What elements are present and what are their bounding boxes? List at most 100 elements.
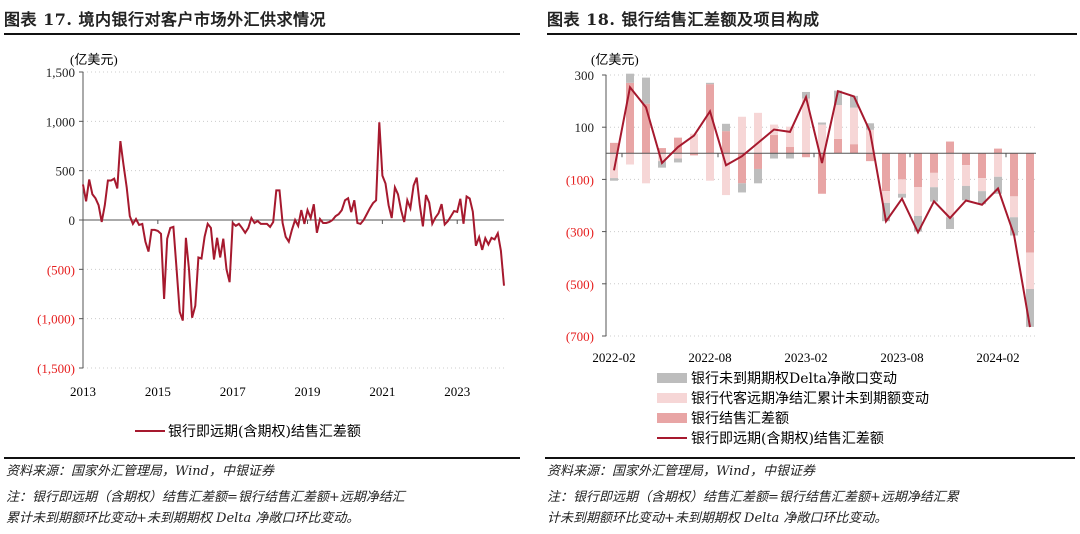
- legend-swatch: [657, 373, 687, 383]
- bar-spot: [642, 103, 650, 154]
- bar-spot: [690, 153, 698, 156]
- bar-opt: [978, 191, 986, 205]
- legend-label: 银行即远期(含期权)结售汇差额: [691, 431, 884, 447]
- bar-opt: [626, 73, 634, 83]
- bar-opt: [754, 168, 762, 184]
- bar-spot: [882, 153, 890, 192]
- bar-fwd: [898, 179, 906, 194]
- unit-label: (亿美元): [70, 52, 118, 67]
- legend-label: 银行即远期(含期权)结售汇差额: [168, 424, 361, 440]
- bar-spot: [962, 153, 970, 166]
- x-tick-label: 2017: [220, 384, 247, 399]
- bar-fwd: [866, 129, 874, 154]
- bar-opt: [722, 123, 730, 132]
- bar-spot: [994, 148, 1002, 154]
- bar-opt: [898, 193, 906, 198]
- bar-fwd: [914, 187, 922, 216]
- bar-fwd: [786, 126, 794, 147]
- bar-fwd: [658, 153, 666, 162]
- bar-spot: [914, 153, 922, 188]
- left-chart-title: 图表 17. 境内银行对客户市场外汇供求情况: [4, 10, 326, 29]
- left-title-rule: [4, 33, 520, 35]
- y-tick-label: 500: [56, 164, 76, 179]
- bar-fwd: [626, 153, 634, 165]
- legend-swatch: [657, 393, 687, 403]
- y-tick-label: 1,500: [46, 65, 75, 80]
- y-tick-label: (100): [566, 172, 594, 187]
- bar-fwd: [930, 172, 938, 188]
- bar-opt: [914, 215, 922, 232]
- bar-opt: [930, 187, 938, 202]
- bar-opt: [818, 122, 826, 125]
- bar-spot: [834, 138, 842, 154]
- y-tick-label: (500): [566, 277, 594, 292]
- bar-fwd: [946, 153, 954, 218]
- bar-fwd: [818, 124, 826, 154]
- y-tick-label: 100: [575, 120, 595, 135]
- x-tick-label: 2022-02: [592, 350, 635, 365]
- bar-fwd: [802, 98, 810, 154]
- bar-opt: [882, 202, 890, 222]
- bar-spot: [818, 153, 826, 194]
- y-tick-label: (500): [47, 262, 75, 277]
- bar-spot: [930, 153, 938, 173]
- right-note-2: 计未到期额环比变动+未到期期权 Delta 净敞口环比变动。: [547, 511, 888, 526]
- legend-label: 银行结售汇差额: [691, 411, 789, 427]
- left-footer-rule: [4, 457, 520, 459]
- bar-spot: [802, 153, 810, 158]
- bar-fwd: [1026, 252, 1034, 290]
- bar-opt: [834, 90, 842, 106]
- bar-spot: [754, 153, 762, 169]
- y-tick-label: (700): [566, 329, 594, 344]
- bar-fwd: [994, 153, 1002, 177]
- bar-spot: [898, 153, 906, 180]
- bar-opt: [610, 178, 618, 181]
- right-source: 资料来源：国家外汇管理局，Wind，中银证券: [547, 464, 815, 479]
- right-title-rule: [547, 33, 1077, 35]
- bar-fwd: [882, 191, 890, 203]
- bar-spot: [610, 142, 618, 154]
- x-tick-label: 2021: [369, 384, 395, 399]
- left-note-2: 累计未到期额环比变动+未到期期权 Delta 净敞口环比变动。: [6, 511, 360, 526]
- bar-fwd: [754, 112, 762, 154]
- bar-fwd: [642, 153, 650, 184]
- unit-label: (亿美元): [591, 52, 639, 67]
- bar-opt: [706, 82, 714, 85]
- bar-spot: [946, 141, 954, 154]
- bar-opt: [738, 183, 746, 193]
- x-tick-label: 2023-08: [880, 350, 923, 365]
- bar-opt: [642, 77, 650, 104]
- bar-fwd: [1010, 196, 1018, 218]
- bar-fwd: [962, 165, 970, 186]
- x-tick-label: 2022-08: [688, 350, 731, 365]
- bar-spot: [1026, 153, 1034, 253]
- bar-opt: [994, 176, 1002, 194]
- y-tick-label: (300): [566, 225, 594, 240]
- y-tick-label: 300: [575, 68, 595, 83]
- bar-spot: [626, 82, 634, 154]
- right-chart-title: 图表 18. 银行结售汇差额及项目构成: [547, 10, 820, 29]
- x-tick-label: 2024-02: [976, 350, 1019, 365]
- x-tick-label: 2013: [70, 384, 96, 399]
- bar-spot: [866, 153, 874, 162]
- series-line: [613, 84, 1031, 328]
- bar-opt: [770, 153, 778, 159]
- bar-fwd: [722, 153, 730, 196]
- bar-opt: [946, 217, 954, 229]
- y-tick-label: 1,000: [46, 114, 75, 129]
- legend-swatch: [657, 413, 687, 423]
- left-source: 资料来源：国家外汇管理局，Wind，中银证券: [6, 464, 274, 479]
- bar-opt: [1026, 289, 1034, 327]
- bar-spot: [786, 146, 794, 154]
- bar-spot: [674, 137, 682, 154]
- right-note-1: 注：银行即远期（含期权）结售汇差额=银行结售汇差额+远期净结汇累: [547, 490, 959, 505]
- left-note-1: 注：银行即远期（含期权）结售汇差额=银行结售汇差额+远期净结汇: [6, 490, 405, 505]
- bar-opt: [1010, 217, 1018, 236]
- y-tick-label: (1,500): [37, 361, 75, 376]
- bar-opt: [962, 185, 970, 201]
- bar-opt: [674, 158, 682, 163]
- x-tick-label: 2023-02: [784, 350, 827, 365]
- series-line: [82, 122, 505, 321]
- bar-spot: [850, 144, 858, 154]
